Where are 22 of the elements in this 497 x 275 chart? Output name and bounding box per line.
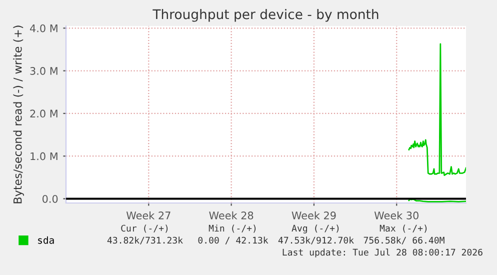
text: Max (-/+): [380, 224, 427, 233]
text: 43.82k/731.23k: [107, 236, 183, 244]
text: 47.53k/912.70k: [278, 236, 354, 244]
line-series: [408, 43, 466, 176]
x-tick-label: Week 29: [292, 211, 336, 220]
y-tick-label: 0.0: [42, 194, 58, 203]
y-tick-label: 1.0 M: [30, 152, 58, 160]
text: 0.00 / 42.13k: [198, 236, 268, 244]
text: Avg (-/+): [292, 224, 339, 234]
x-tick-label: Week 28: [209, 211, 254, 220]
text: Cur (-/+): [121, 224, 168, 233]
legend-label: sda: [38, 236, 54, 244]
y-axis-title: Bytes/second read (-) / write (+): [13, 26, 24, 204]
y-tick-label: 2.0 M: [30, 110, 58, 118]
text: Min (-/+): [208, 224, 256, 233]
text: Last update: Tue Jul 28 08:00:17 2026: [282, 248, 482, 258]
chart-title: Throughput per device - by month: [152, 9, 378, 22]
x-tick-label: Week 30: [374, 211, 418, 220]
y-tick-label: 3.0 M: [30, 67, 58, 75]
y-tick-label: 4.0 M: [30, 24, 58, 32]
text: 756.58k/ 66.40M: [364, 236, 444, 244]
x-tick-label: Week 27: [126, 211, 170, 220]
